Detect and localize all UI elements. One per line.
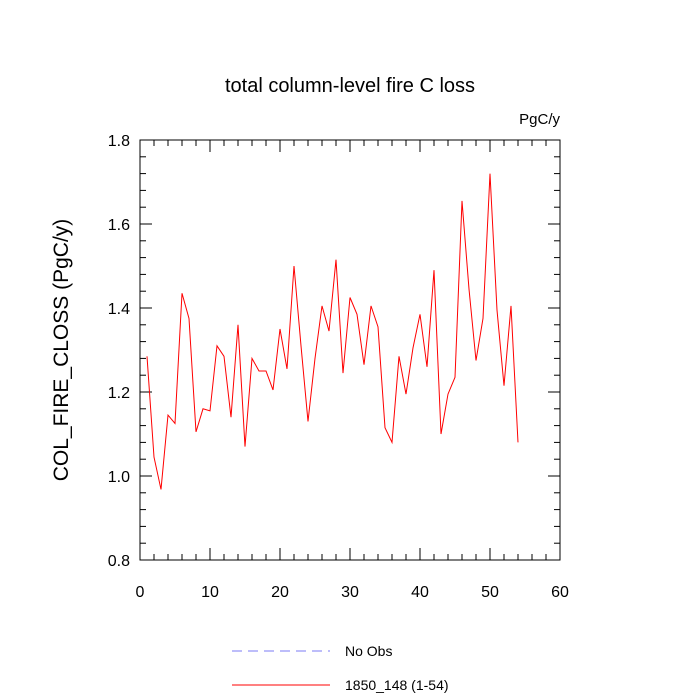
y-tick-label: 1.2 xyxy=(108,385,130,402)
legend-label-1850-148: 1850_148 (1-54) xyxy=(345,677,449,693)
y-tick-label: 1.8 xyxy=(108,133,130,150)
chart-title: total column-level fire C loss xyxy=(225,75,475,97)
series-line xyxy=(146,173,519,490)
units-label: PgC/y xyxy=(519,111,560,128)
y-tick-label: 1.6 xyxy=(108,217,130,234)
x-tick-label: 60 xyxy=(551,584,569,601)
x-tick-label: 50 xyxy=(481,584,499,601)
y-axis-label: COL_FIRE_CLOSS (PgC/y) xyxy=(50,219,73,482)
x-tick-label: 30 xyxy=(341,584,359,601)
y-tick-label: 0.8 xyxy=(108,553,130,570)
axis-tick-labels: 0 10 20 30 40 50 60 0.8 1.0 1.2 1.4 1.6 1.8 xyxy=(108,133,569,601)
x-tick-label: 20 xyxy=(271,584,289,601)
y-tick-label: 1.0 xyxy=(108,469,130,486)
y-tick-label: 1.4 xyxy=(108,301,130,318)
x-tick-label: 40 xyxy=(411,584,429,601)
axis-ticks xyxy=(139,139,561,561)
plot-frame xyxy=(139,139,561,561)
series-layer xyxy=(146,173,519,490)
x-tick-label: 10 xyxy=(201,584,219,601)
x-tick-label: 0 xyxy=(136,584,145,601)
legend-label-no-obs: No Obs xyxy=(345,643,392,659)
legend: No Obs 1850_148 (1-54) xyxy=(232,643,449,693)
